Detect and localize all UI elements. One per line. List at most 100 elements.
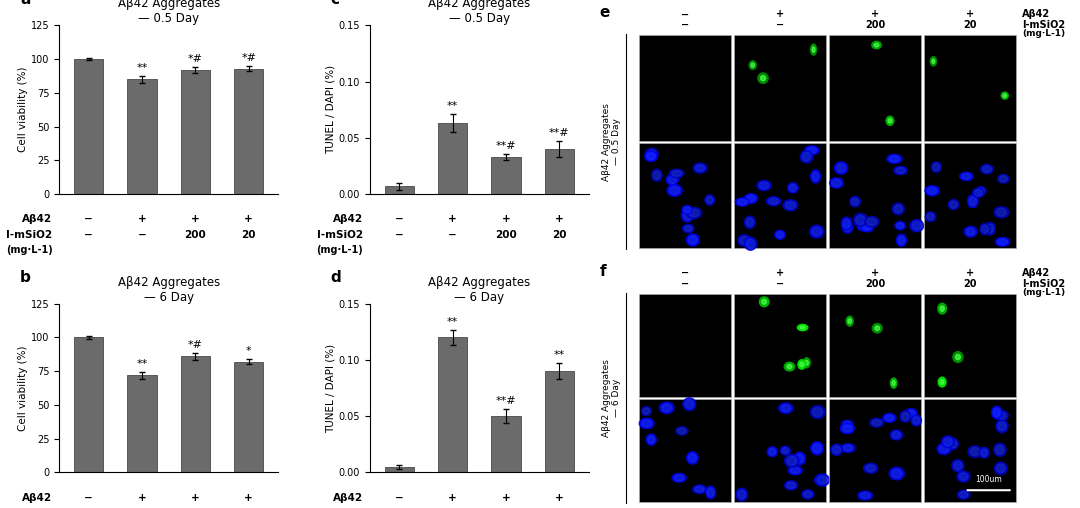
Ellipse shape: [843, 224, 851, 232]
Ellipse shape: [982, 225, 988, 233]
Ellipse shape: [874, 43, 879, 47]
Ellipse shape: [774, 230, 785, 239]
Ellipse shape: [896, 234, 906, 246]
Text: +: +: [244, 493, 253, 503]
Ellipse shape: [882, 414, 896, 422]
Ellipse shape: [647, 152, 656, 160]
Ellipse shape: [812, 47, 815, 52]
Ellipse shape: [909, 219, 923, 232]
Ellipse shape: [786, 482, 796, 489]
Ellipse shape: [840, 423, 854, 434]
Ellipse shape: [869, 418, 883, 427]
Ellipse shape: [940, 306, 944, 311]
Ellipse shape: [957, 490, 970, 499]
Ellipse shape: [767, 447, 778, 457]
Ellipse shape: [964, 227, 977, 237]
Ellipse shape: [800, 326, 806, 329]
Ellipse shape: [662, 404, 672, 412]
Ellipse shape: [860, 224, 868, 230]
Bar: [384, 467, 414, 472]
Text: e: e: [599, 5, 610, 20]
Text: 200: 200: [495, 230, 517, 239]
Text: *#: *#: [241, 53, 256, 63]
Ellipse shape: [670, 186, 680, 195]
Ellipse shape: [841, 420, 853, 429]
Ellipse shape: [892, 203, 904, 214]
Bar: [829, 294, 921, 397]
Ellipse shape: [684, 207, 690, 213]
Ellipse shape: [807, 147, 816, 153]
Ellipse shape: [889, 467, 904, 480]
Bar: [829, 399, 921, 502]
Ellipse shape: [783, 200, 798, 211]
Ellipse shape: [995, 462, 1008, 474]
Title: Aβ42 Aggregates
— 6 Day: Aβ42 Aggregates — 6 Day: [428, 276, 530, 304]
Ellipse shape: [760, 76, 766, 81]
Text: −: −: [84, 493, 93, 503]
Ellipse shape: [972, 188, 984, 198]
Text: −: −: [777, 279, 784, 289]
Ellipse shape: [950, 440, 957, 448]
Ellipse shape: [676, 427, 688, 435]
Ellipse shape: [894, 167, 907, 175]
Ellipse shape: [994, 443, 1007, 456]
Ellipse shape: [867, 218, 877, 226]
Ellipse shape: [744, 237, 757, 250]
Ellipse shape: [966, 228, 975, 235]
Ellipse shape: [998, 239, 1008, 245]
Text: −: −: [681, 279, 689, 289]
Ellipse shape: [746, 239, 755, 248]
Ellipse shape: [800, 151, 813, 163]
Ellipse shape: [692, 485, 706, 493]
Ellipse shape: [672, 473, 686, 482]
Ellipse shape: [746, 195, 756, 202]
Ellipse shape: [841, 217, 852, 230]
Ellipse shape: [941, 379, 944, 385]
Bar: [75, 337, 104, 472]
Text: +: +: [244, 214, 253, 225]
Ellipse shape: [894, 205, 903, 213]
Text: (mg·L-1): (mg·L-1): [1023, 29, 1066, 38]
Ellipse shape: [939, 377, 946, 387]
Ellipse shape: [646, 434, 657, 445]
Ellipse shape: [804, 491, 812, 497]
Ellipse shape: [811, 44, 816, 55]
Ellipse shape: [648, 436, 654, 443]
Ellipse shape: [694, 486, 704, 492]
Text: **#: **#: [496, 141, 516, 150]
Ellipse shape: [977, 188, 985, 194]
Ellipse shape: [996, 420, 1008, 433]
Ellipse shape: [642, 406, 651, 416]
Ellipse shape: [639, 418, 654, 429]
Text: +: +: [777, 10, 784, 19]
Text: +: +: [872, 268, 879, 278]
Ellipse shape: [996, 208, 1007, 216]
Ellipse shape: [751, 63, 755, 68]
Ellipse shape: [895, 221, 905, 230]
Ellipse shape: [891, 469, 902, 478]
Text: a: a: [21, 0, 30, 7]
Ellipse shape: [997, 464, 1005, 473]
Text: +: +: [448, 493, 457, 503]
Ellipse shape: [999, 176, 1008, 182]
Ellipse shape: [781, 404, 791, 412]
Ellipse shape: [811, 441, 823, 455]
Ellipse shape: [779, 403, 793, 414]
Ellipse shape: [892, 380, 895, 386]
Ellipse shape: [744, 216, 755, 229]
Ellipse shape: [896, 223, 904, 229]
Text: 20: 20: [552, 230, 567, 239]
Ellipse shape: [968, 446, 982, 458]
Ellipse shape: [647, 150, 657, 157]
Ellipse shape: [759, 297, 769, 307]
Text: Aβ42 Aggregates
— 6 Day: Aβ42 Aggregates — 6 Day: [602, 359, 621, 437]
Ellipse shape: [810, 225, 824, 238]
Ellipse shape: [643, 408, 650, 414]
Ellipse shape: [930, 56, 936, 66]
Text: *: *: [246, 346, 252, 356]
Ellipse shape: [804, 358, 810, 368]
Bar: [437, 123, 468, 194]
Bar: [234, 69, 264, 194]
Ellipse shape: [800, 362, 804, 367]
Text: +: +: [501, 493, 511, 503]
